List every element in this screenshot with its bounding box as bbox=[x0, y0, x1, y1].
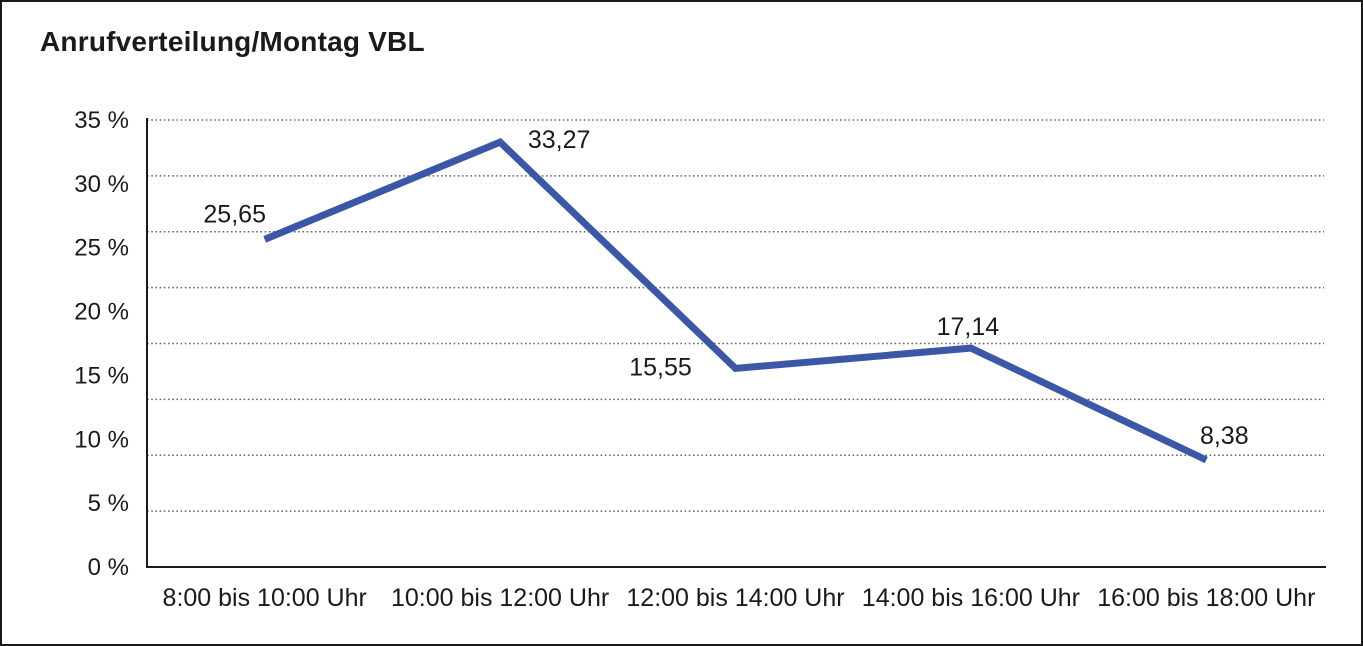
x-tick-label: 16:00 bis 18:00 Uhr bbox=[1097, 584, 1315, 612]
series-line bbox=[263, 137, 1208, 464]
y-tick-label: 30 % bbox=[74, 171, 129, 198]
y-tick-label: 15 % bbox=[74, 362, 129, 389]
data-label: 33,27 bbox=[528, 126, 591, 154]
chart-title: Anrufverteilung/Montag VBL bbox=[40, 26, 425, 57]
y-tick-label: 5 % bbox=[88, 490, 129, 517]
data-label: 17,14 bbox=[937, 313, 1000, 341]
y-tick-label: 20 % bbox=[74, 299, 129, 326]
x-tick-label: 10:00 bis 12:00 Uhr bbox=[391, 584, 609, 612]
y-tick-label: 35 % bbox=[74, 107, 129, 134]
y-tick-label: 25 % bbox=[74, 235, 129, 262]
data-label: 25,65 bbox=[203, 200, 266, 228]
data-label: 8,38 bbox=[1200, 422, 1249, 450]
data-label: 15,55 bbox=[629, 353, 692, 381]
x-tick-label: 8:00 bis 10:00 Uhr bbox=[163, 584, 367, 612]
x-tick-label: 14:00 bis 16:00 Uhr bbox=[862, 584, 1080, 612]
y-tick-label: 0 % bbox=[88, 554, 129, 581]
x-tick-label: 12:00 bis 14:00 Uhr bbox=[626, 584, 844, 612]
y-tick-label: 10 % bbox=[74, 426, 129, 453]
